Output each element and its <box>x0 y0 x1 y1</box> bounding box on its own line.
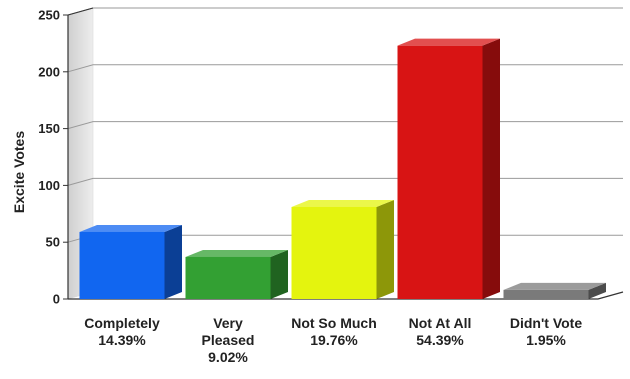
bar <box>185 249 288 299</box>
bar-top <box>79 224 182 232</box>
y-tick-label: 150 <box>38 121 60 136</box>
y-tick-label: 250 <box>38 8 60 23</box>
gridline <box>67 7 623 16</box>
bar <box>397 38 500 300</box>
bar-side <box>588 282 606 299</box>
y-tick-label: 50 <box>46 235 60 250</box>
category-label: Didn't Vote 1.95% <box>510 315 582 348</box>
bar-front <box>397 45 483 300</box>
bar-top <box>397 38 500 46</box>
y-tick-label: 100 <box>38 178 60 193</box>
bar-front <box>185 256 271 299</box>
bar-side <box>376 199 394 299</box>
bar-top <box>291 199 394 207</box>
gridline <box>67 177 623 186</box>
category-label: Not At All 54.39% <box>409 315 472 348</box>
bar <box>291 199 394 299</box>
bar-side <box>482 38 500 300</box>
bar-front <box>79 231 165 299</box>
bar-top <box>503 282 606 290</box>
bar-top <box>185 249 288 257</box>
bar <box>503 282 606 299</box>
bar <box>79 224 182 299</box>
y-tick-label: 0 <box>53 292 60 307</box>
y-axis-top-edge <box>67 7 94 16</box>
y-tick-labels: 0 50 100 150 200 250 <box>38 8 60 307</box>
category-label: Very Pleased 9.02% <box>202 315 255 365</box>
gridline <box>67 64 623 73</box>
gridline <box>67 121 623 130</box>
bar-side <box>270 249 288 299</box>
bar-front <box>503 289 589 299</box>
category-labels: Completely 14.39% Very Pleased 9.02% Not So M… <box>84 315 582 365</box>
category-label: Not So Much 19.76% <box>291 315 377 348</box>
bar-front <box>291 206 377 299</box>
category-label: Completely 14.39% <box>84 315 160 348</box>
bar-side <box>164 224 182 299</box>
y-tick-label: 200 <box>38 64 60 79</box>
bars <box>79 38 606 300</box>
y-axis-title: Excite Votes <box>11 131 27 213</box>
